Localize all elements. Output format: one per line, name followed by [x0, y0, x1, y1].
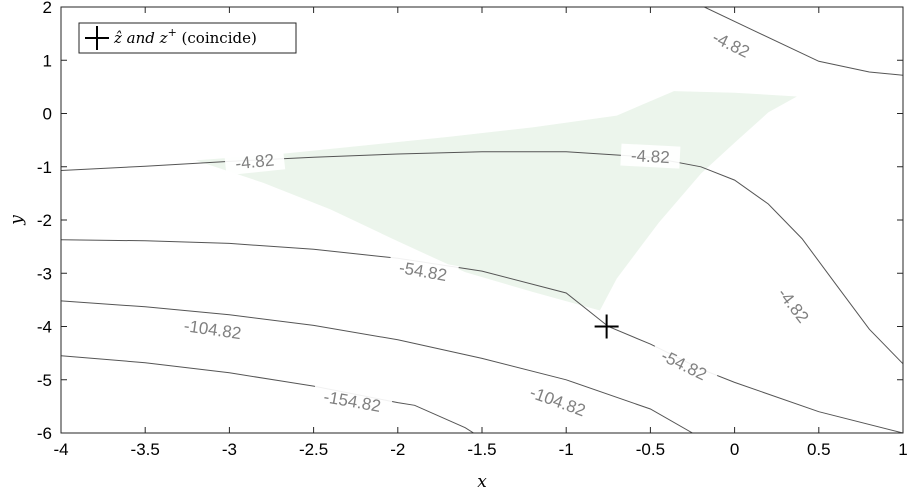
contour-label-group: -4.82 — [620, 143, 681, 169]
contour-label-group: -4.82 — [224, 147, 286, 176]
x-tick-label: -0.5 — [636, 440, 665, 459]
legend-label: ẑ and z+ (coincide) — [113, 26, 257, 47]
x-tick-label: -4 — [53, 440, 68, 459]
x-tick-label: -2.5 — [299, 440, 328, 459]
contour-label-group: -104.82 — [172, 312, 254, 346]
legend-box — [78, 22, 297, 54]
contour-line-54-82-0 — [61, 239, 903, 433]
contour-label-background — [172, 312, 254, 346]
legend-label-math: ẑ and z — [113, 29, 168, 47]
x-tick-label: 0 — [730, 440, 739, 459]
x-tick-label: -2 — [390, 440, 405, 459]
contour-label-background — [766, 275, 821, 336]
point-layer — [594, 314, 619, 339]
contour-line-4-82-1 — [704, 7, 903, 76]
y-tick-label: 0 — [43, 105, 52, 124]
contour-label-4-82: -4.82 — [234, 150, 275, 173]
x-tick-label: -1.5 — [467, 440, 496, 459]
y-tick-label: -3 — [37, 264, 52, 283]
y-tick-label: 2 — [43, 0, 52, 17]
y-tick-label: -1 — [37, 158, 52, 177]
y-tick-label: -6 — [37, 424, 52, 443]
legend: ẑ and z+ (coincide) — [78, 22, 297, 54]
y-tick-label: -2 — [37, 211, 52, 230]
x-axis-ticks: -4 -3.5 -3 -2.5 -2 -1.5 -1 -0.5 0 0.5 1 — [53, 7, 907, 459]
x-tick-label: -3.5 — [131, 440, 160, 459]
legend-plus-icon — [85, 26, 109, 50]
contour-label-background — [387, 254, 459, 288]
y-tick-label: -5 — [37, 371, 52, 390]
contour-label-4-82: -4.82 — [631, 146, 671, 167]
plus-marker-point — [594, 314, 619, 339]
x-tick-label: 0.5 — [807, 440, 831, 459]
contour-line-104-82-0 — [61, 300, 693, 433]
x-tick-label: -1 — [559, 440, 574, 459]
contour-label-background — [517, 377, 599, 425]
legend-label-superscript: + — [168, 26, 177, 39]
x-axis-label: x — [477, 472, 487, 491]
y-tick-label: -4 — [37, 318, 52, 337]
contour-label-background — [620, 143, 681, 169]
y-axis-label: y — [7, 215, 27, 226]
y-axis-ticks: -6 -5 -4 -3 -2 -1 0 1 2 — [37, 0, 903, 443]
contour-label-background — [311, 383, 393, 419]
contour-label-background — [648, 339, 720, 390]
contour-label-background — [224, 147, 286, 176]
x-tick-label: -3 — [222, 440, 237, 459]
contour-label-background — [699, 21, 763, 68]
contour-label-group: -4.82 — [766, 275, 821, 336]
legend-label-tail: (coincide) — [177, 29, 257, 47]
y-tick-label: 1 — [43, 51, 52, 70]
x-tick-label: 1 — [898, 440, 907, 459]
